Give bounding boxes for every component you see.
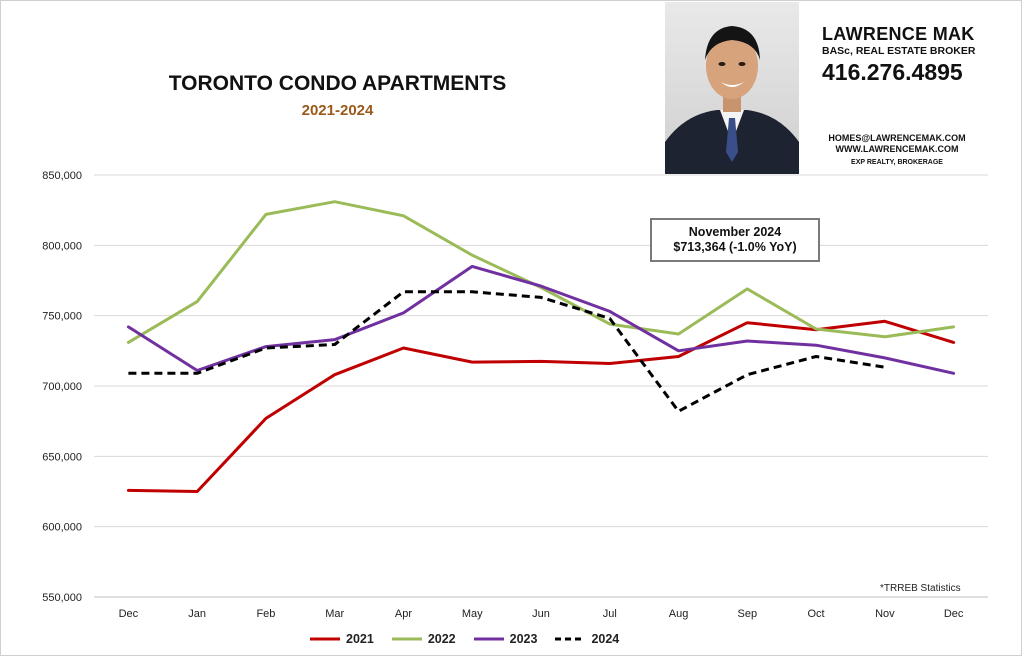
legend-swatch-2023 bbox=[473, 637, 504, 641]
agent-name: LAWRENCE MAK bbox=[822, 24, 975, 44]
x-tick-label: Sep bbox=[738, 608, 758, 620]
y-tick-label: 650,000 bbox=[42, 451, 82, 463]
x-tick-label: Nov bbox=[875, 608, 895, 620]
y-tick-label: 750,000 bbox=[42, 311, 82, 323]
legend-item-2022: 2022 bbox=[391, 632, 456, 646]
legend-item-2021: 2021 bbox=[310, 632, 374, 646]
y-tick-label: 550,000 bbox=[42, 592, 82, 604]
legend-swatch-2021 bbox=[310, 637, 340, 641]
agent-phone: 416.276.4895 bbox=[822, 59, 963, 85]
x-tick-label: Feb bbox=[256, 608, 275, 620]
legend-swatch-2024 bbox=[555, 637, 586, 641]
x-tick-label: Dec bbox=[119, 608, 139, 620]
legend-item-2024: 2024 bbox=[555, 632, 619, 646]
x-tick-label: Jan bbox=[188, 608, 206, 620]
chart-legend: 2021 2022 2023 2024 bbox=[310, 630, 619, 648]
chart-subtitle: 2021-2024 bbox=[301, 102, 374, 119]
legend-label-2022: 2022 bbox=[427, 632, 456, 646]
source-note: *TRREB Statistics bbox=[880, 583, 961, 594]
x-tick-label: Dec bbox=[944, 608, 964, 620]
chart-annotation: November 2024 $713,364 (-1.0% YoY) bbox=[650, 218, 820, 262]
y-tick-label: 700,000 bbox=[42, 381, 82, 393]
x-tick-label: Aug bbox=[669, 608, 689, 620]
y-tick-label: 600,000 bbox=[42, 522, 82, 534]
legend-label-2023: 2023 bbox=[509, 632, 538, 646]
chart-title: TORONTO CONDO APARTMENTS bbox=[168, 72, 507, 95]
agent-role: BASc, REAL ESTATE BROKER bbox=[822, 45, 976, 57]
legend-item-2023: 2023 bbox=[473, 632, 538, 646]
annotation-title: November 2024 bbox=[688, 225, 782, 239]
y-tick-label: 800,000 bbox=[42, 240, 82, 252]
series-line-2024 bbox=[128, 290, 886, 413]
x-tick-label: Oct bbox=[808, 608, 825, 620]
legend-label-2024: 2024 bbox=[591, 632, 620, 646]
x-tick-label: Jun bbox=[532, 608, 550, 620]
x-tick-label: Jul bbox=[603, 608, 617, 620]
x-tick-label: Mar bbox=[325, 608, 344, 620]
agent-website: WWW.LAWRENCEMAK.COM bbox=[835, 144, 959, 154]
series-line-2023 bbox=[126, 264, 956, 375]
legend-swatch-2022 bbox=[391, 637, 422, 641]
legend-label-2021: 2021 bbox=[346, 632, 374, 646]
annotation-value: $713,364 (-1.0% YoY) bbox=[673, 240, 797, 254]
agent-photo bbox=[665, 2, 799, 174]
y-tick-label: 850,000 bbox=[42, 170, 82, 182]
agent-brokerage: EXP REALTY, BROKERAGE bbox=[851, 159, 943, 166]
agent-portrait-icon bbox=[665, 2, 799, 174]
x-tick-label: May bbox=[462, 608, 483, 620]
series-line-2022 bbox=[126, 200, 956, 344]
agent-email: HOMES@LAWRENCEMAK.COM bbox=[828, 133, 966, 143]
x-tick-label: Apr bbox=[395, 608, 412, 620]
